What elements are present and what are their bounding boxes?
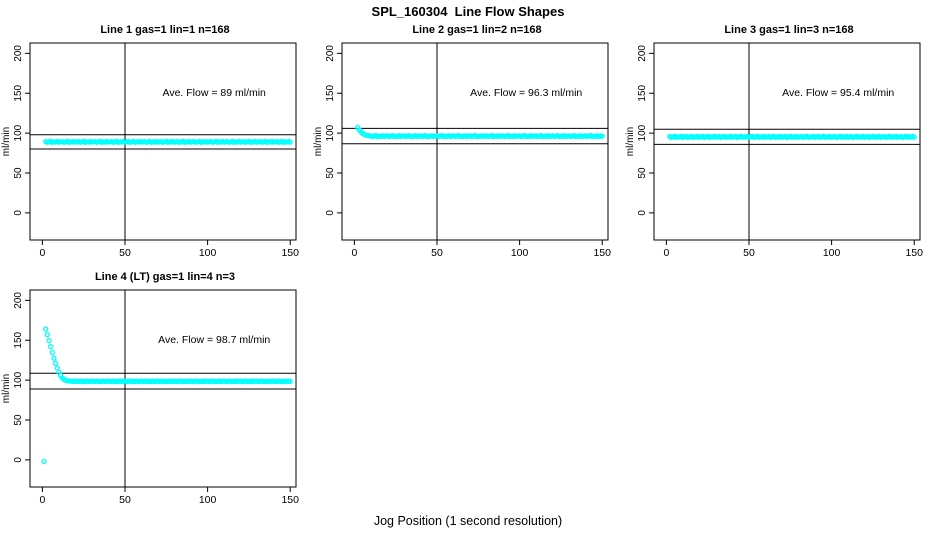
svg-text:0: 0 <box>351 247 357 259</box>
main-title: SPL_160304 Line Flow Shapes <box>371 4 565 19</box>
svg-text:200: 200 <box>13 292 24 309</box>
plot-area-line-3: 0 50 100 150 0 50 100 150 200 ml/min Ave. Flow = 9… <box>625 42 923 259</box>
svg-text:50: 50 <box>431 247 443 259</box>
panel-title-line-1: Line 1 gas=1 lin=1 n=168 <box>100 24 230 36</box>
svg-text:150: 150 <box>13 84 24 101</box>
plot-area-line-4: 0 50 100 150 0 50 100 150 200 ml/min Ave. Flow = 9… <box>1 289 299 506</box>
svg-text:150: 150 <box>325 84 336 101</box>
svg-text:0: 0 <box>39 247 45 259</box>
svg-text:50: 50 <box>743 247 755 259</box>
panel-title-line-4: Line 4 (LT) gas=1 lin=4 n=3 <box>94 271 236 283</box>
svg-text:ml/min: ml/min <box>1 374 12 403</box>
panel-line-2: Line 2 gas=1 lin=2 n=168 0 50 100 150 0 50 100… <box>312 20 624 266</box>
svg-text:100: 100 <box>511 247 529 259</box>
svg-text:100: 100 <box>13 124 24 141</box>
svg-text:200: 200 <box>637 45 648 62</box>
x-axis-shared-label: Jog Position (1 second resolution) <box>373 514 563 528</box>
svg-text:100: 100 <box>823 247 841 259</box>
svg-text:Ave. Flow = 95.4 ml/min: Ave. Flow = 95.4 ml/min <box>782 87 894 99</box>
svg-text:ml/min: ml/min <box>1 127 12 156</box>
panel-title-line-3: Line 3 gas=1 lin=3 n=168 <box>724 24 854 36</box>
svg-text:ml/min: ml/min <box>313 127 324 156</box>
svg-text:150: 150 <box>281 494 299 506</box>
svg-text:Ave. Flow = 98.7 ml/min: Ave. Flow = 98.7 ml/min <box>158 334 270 346</box>
svg-text:0: 0 <box>663 247 669 259</box>
svg-text:150: 150 <box>593 247 611 259</box>
svg-text:0: 0 <box>39 494 45 506</box>
svg-text:50: 50 <box>119 247 131 259</box>
svg-text:50: 50 <box>13 414 24 426</box>
svg-text:200: 200 <box>325 45 336 62</box>
panel-line-1: Line 1 gas=1 lin=1 n=168 0 50 100 150 0 50 100… <box>0 20 312 266</box>
svg-text:0: 0 <box>325 210 336 216</box>
svg-text:50: 50 <box>13 167 24 179</box>
svg-text:150: 150 <box>637 84 648 101</box>
svg-text:0: 0 <box>13 210 24 216</box>
svg-text:150: 150 <box>905 247 923 259</box>
panel-title-line-2: Line 2 gas=1 lin=2 n=168 <box>412 24 542 36</box>
svg-text:ml/min: ml/min <box>625 127 636 156</box>
svg-text:100: 100 <box>199 247 217 259</box>
svg-text:100: 100 <box>637 124 648 141</box>
svg-text:100: 100 <box>13 371 24 388</box>
svg-text:Ave. Flow = 89 ml/min: Ave. Flow = 89 ml/min <box>163 87 267 99</box>
svg-text:100: 100 <box>325 124 336 141</box>
svg-text:100: 100 <box>199 494 217 506</box>
panel-line-4: Line 4 (LT) gas=1 lin=4 n=3 0 50 100 150 0 50… <box>0 267 312 513</box>
svg-text:Ave. Flow = 96.3 ml/min: Ave. Flow = 96.3 ml/min <box>470 87 582 99</box>
svg-text:150: 150 <box>13 331 24 348</box>
panel-line-3: Line 3 gas=1 lin=3 n=168 0 50 100 150 0 50 100… <box>624 20 936 266</box>
svg-text:200: 200 <box>13 45 24 62</box>
plot-area-line-1: 0 50 100 150 0 50 100 150 200 ml/min Ave. Flow = 8… <box>1 42 299 259</box>
svg-text:0: 0 <box>637 210 648 216</box>
svg-text:150: 150 <box>281 247 299 259</box>
svg-text:50: 50 <box>637 167 648 179</box>
svg-text:0: 0 <box>13 457 24 463</box>
svg-text:50: 50 <box>119 494 131 506</box>
svg-text:50: 50 <box>325 167 336 179</box>
plot-area-line-2: 0 50 100 150 0 50 100 150 200 ml/min Ave. Flow = 9… <box>313 42 611 259</box>
